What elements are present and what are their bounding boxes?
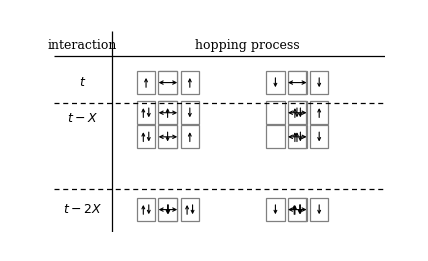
FancyBboxPatch shape	[310, 198, 328, 221]
Text: $t-2X$: $t-2X$	[63, 203, 102, 216]
FancyBboxPatch shape	[266, 71, 285, 94]
FancyBboxPatch shape	[158, 125, 177, 149]
FancyBboxPatch shape	[181, 101, 199, 124]
FancyBboxPatch shape	[266, 101, 285, 124]
FancyBboxPatch shape	[288, 71, 306, 94]
FancyBboxPatch shape	[159, 198, 177, 221]
FancyBboxPatch shape	[159, 101, 177, 124]
FancyBboxPatch shape	[288, 71, 307, 94]
FancyBboxPatch shape	[288, 125, 306, 149]
FancyBboxPatch shape	[181, 198, 199, 221]
FancyBboxPatch shape	[137, 71, 155, 94]
FancyBboxPatch shape	[137, 198, 155, 221]
FancyBboxPatch shape	[310, 101, 328, 124]
FancyBboxPatch shape	[137, 125, 155, 149]
Text: $t-X$: $t-X$	[67, 112, 98, 125]
Text: $t$: $t$	[79, 76, 86, 89]
FancyBboxPatch shape	[288, 198, 306, 221]
FancyBboxPatch shape	[137, 101, 155, 124]
FancyBboxPatch shape	[158, 198, 177, 221]
Text: hopping process: hopping process	[195, 39, 300, 52]
FancyBboxPatch shape	[158, 101, 177, 124]
FancyBboxPatch shape	[288, 125, 307, 149]
FancyBboxPatch shape	[159, 125, 177, 149]
Text: interaction: interaction	[48, 39, 117, 52]
FancyBboxPatch shape	[181, 71, 199, 94]
FancyBboxPatch shape	[310, 125, 328, 149]
FancyBboxPatch shape	[181, 125, 199, 149]
FancyBboxPatch shape	[159, 71, 177, 94]
FancyBboxPatch shape	[288, 101, 307, 124]
FancyBboxPatch shape	[266, 198, 285, 221]
FancyBboxPatch shape	[158, 71, 177, 94]
FancyBboxPatch shape	[288, 101, 306, 124]
FancyBboxPatch shape	[266, 125, 285, 149]
FancyBboxPatch shape	[288, 198, 307, 221]
FancyBboxPatch shape	[310, 71, 328, 94]
